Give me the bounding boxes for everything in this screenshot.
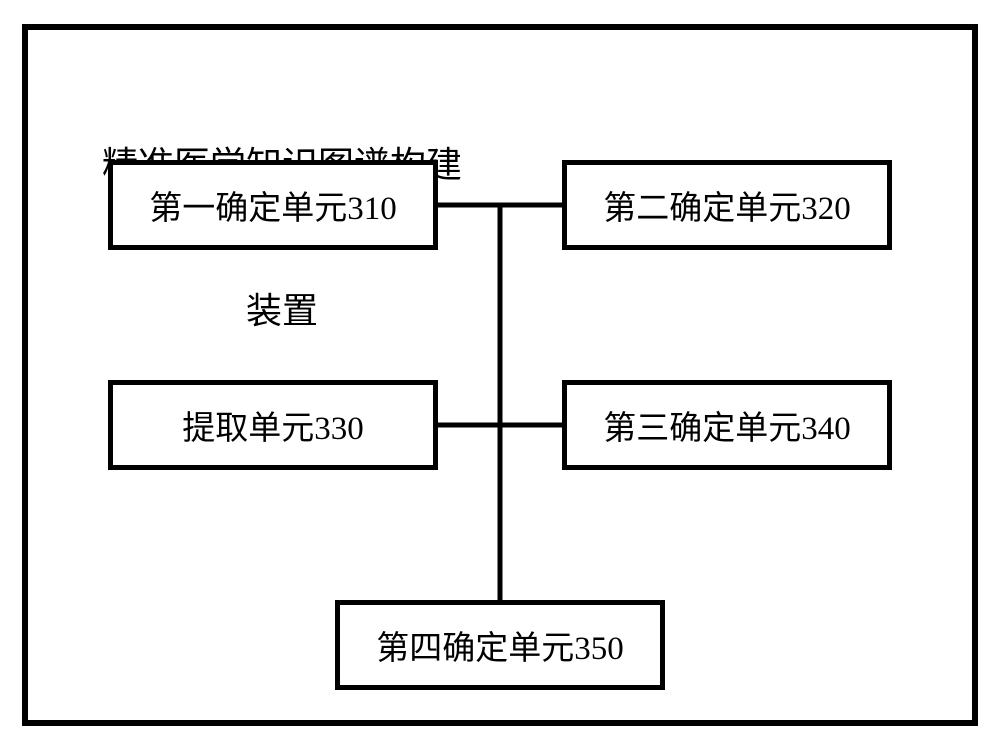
node-label: 第二确定单元320 xyxy=(603,181,851,229)
node-unit-310: 第一确定单元310 xyxy=(108,160,438,250)
diagram-canvas: 精准医学知识图谱构建 装置 第一确定单元310 第二确定单元320 提取单元33… xyxy=(0,0,1000,748)
node-label: 第一确定单元310 xyxy=(149,181,397,229)
node-unit-340: 第三确定单元340 xyxy=(562,380,892,470)
node-unit-350: 第四确定单元350 xyxy=(335,600,665,690)
node-label: 提取单元330 xyxy=(182,401,364,449)
title-line-2: 装置 xyxy=(52,287,512,336)
node-unit-330: 提取单元330 xyxy=(108,380,438,470)
node-label: 第四确定单元350 xyxy=(376,621,624,669)
node-label: 第三确定单元340 xyxy=(603,401,851,449)
node-unit-320: 第二确定单元320 xyxy=(562,160,892,250)
